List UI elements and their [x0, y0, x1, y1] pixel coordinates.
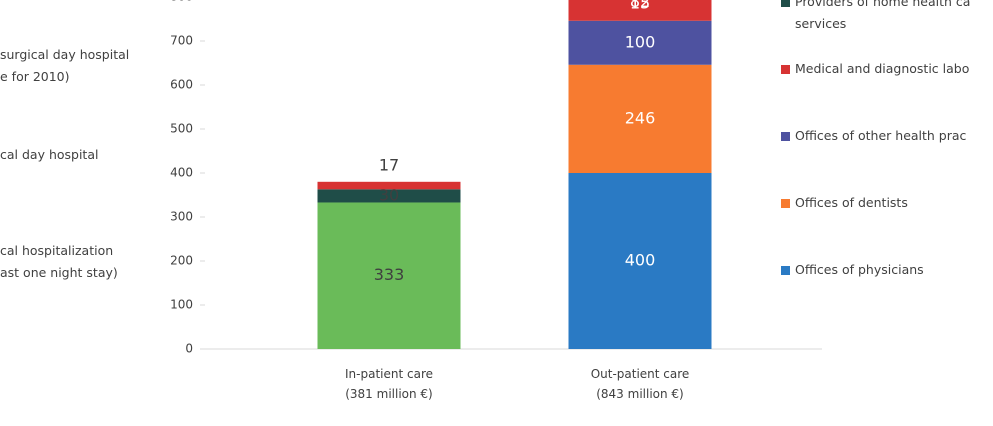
data-label: 82: [630, 0, 650, 11]
legend-swatch: [781, 266, 790, 275]
data-label: 400: [625, 251, 656, 270]
y-tick-label: 100: [170, 298, 193, 312]
bar-segment: [568, 20, 712, 65]
legend-swatch: [781, 0, 790, 7]
bar-segment: [317, 202, 461, 349]
data-label: 30: [379, 185, 399, 204]
data-label: 100: [625, 32, 656, 51]
legend-label: Providers of home health ca services: [795, 0, 971, 31]
legend-label: surgical day hospital e for 2010): [0, 47, 130, 84]
legend-label: Offices of physicians: [795, 262, 924, 277]
y-tick-label: 200: [170, 254, 193, 268]
legend-label: Medical and diagnostic labo: [795, 61, 970, 76]
y-tick-label: 500: [170, 122, 193, 136]
y-tick-label: 400: [170, 166, 193, 180]
x-tick-label: Out-patient care (843 million €): [590, 367, 690, 401]
bar-segment: [568, 173, 712, 349]
y-tick-label: 600: [170, 78, 193, 92]
legend-label: Offices of other health prac: [795, 128, 967, 143]
legend-swatch: [781, 132, 790, 141]
bar-segment: [317, 181, 461, 190]
legend-swatch: [781, 199, 790, 208]
data-label: 17: [379, 155, 399, 174]
legend-swatch: [781, 65, 790, 74]
y-tick-label: 300: [170, 210, 193, 224]
data-label: 246: [625, 108, 656, 127]
data-label: 333: [374, 265, 405, 284]
y-tick-label: 800: [170, 0, 193, 4]
bar-segment: [568, 64, 712, 173]
y-tick-label: 0: [185, 342, 193, 356]
x-tick-label: In-patient care (381 million €): [345, 367, 433, 401]
legend-label: Offices of dentists: [795, 195, 908, 210]
legend-label: cal hospitalization ast one night stay): [0, 243, 118, 280]
legend-label: cal day hospital: [0, 147, 99, 162]
bar-segment: [317, 189, 461, 203]
y-tick-label: 700: [170, 34, 193, 48]
data-label: 15: [630, 0, 650, 13]
bar-segment: [568, 0, 712, 21]
